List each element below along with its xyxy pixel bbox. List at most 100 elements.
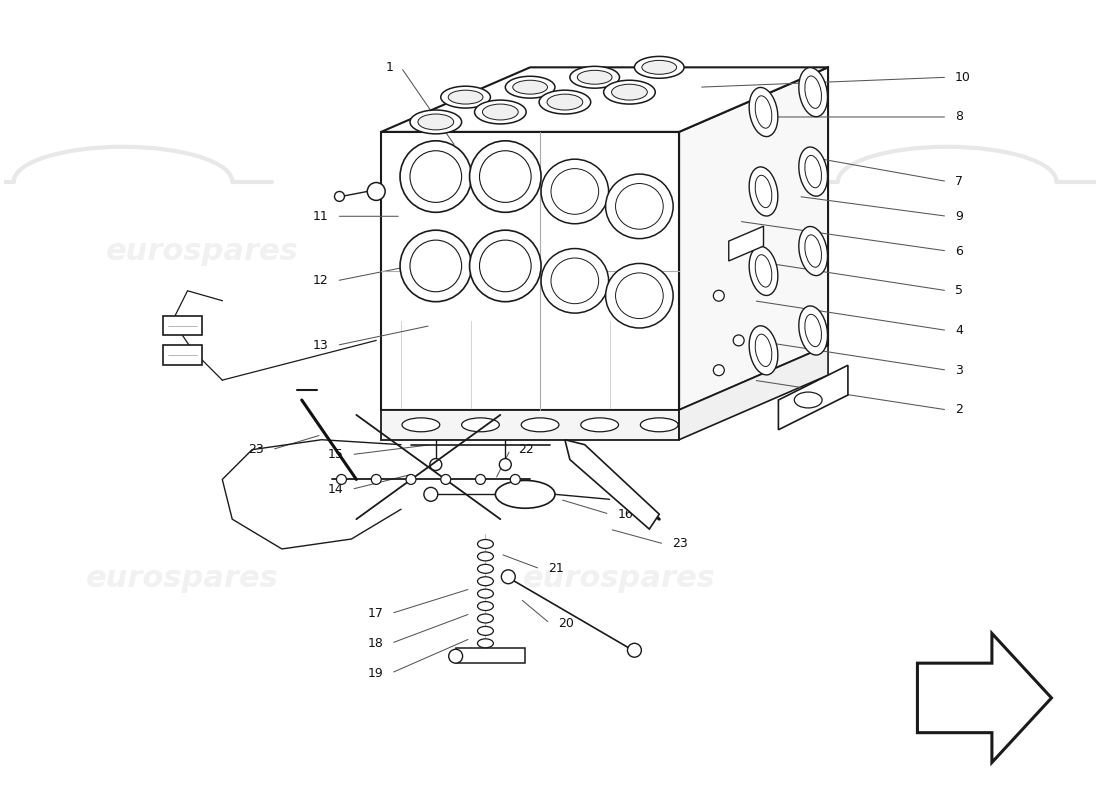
Ellipse shape xyxy=(714,365,724,376)
Text: 7: 7 xyxy=(955,175,964,188)
Text: 13: 13 xyxy=(312,339,329,352)
Ellipse shape xyxy=(581,418,618,432)
Ellipse shape xyxy=(470,141,541,212)
Ellipse shape xyxy=(799,67,827,117)
Ellipse shape xyxy=(337,474,346,485)
Text: 20: 20 xyxy=(558,617,574,630)
Ellipse shape xyxy=(449,650,463,663)
Polygon shape xyxy=(382,132,679,410)
Ellipse shape xyxy=(714,290,724,301)
Polygon shape xyxy=(163,315,202,335)
Ellipse shape xyxy=(756,175,772,208)
Ellipse shape xyxy=(805,314,822,346)
Polygon shape xyxy=(679,346,828,440)
Ellipse shape xyxy=(551,169,598,214)
Ellipse shape xyxy=(502,570,515,584)
Ellipse shape xyxy=(749,246,778,295)
Ellipse shape xyxy=(756,334,772,366)
Text: eurospares: eurospares xyxy=(524,564,716,594)
Ellipse shape xyxy=(406,474,416,485)
Ellipse shape xyxy=(551,258,598,304)
Text: 12: 12 xyxy=(312,274,329,287)
Text: 19: 19 xyxy=(367,666,383,679)
Ellipse shape xyxy=(616,273,663,318)
Ellipse shape xyxy=(640,418,678,432)
Text: 18: 18 xyxy=(367,637,383,650)
Ellipse shape xyxy=(578,70,612,84)
Ellipse shape xyxy=(541,159,608,224)
Polygon shape xyxy=(917,634,1052,762)
Text: 1: 1 xyxy=(385,61,393,74)
Ellipse shape xyxy=(400,230,472,302)
Ellipse shape xyxy=(749,87,778,137)
Polygon shape xyxy=(679,67,828,410)
Ellipse shape xyxy=(521,418,559,432)
Polygon shape xyxy=(163,346,202,366)
Text: 23: 23 xyxy=(672,538,688,550)
Text: 22: 22 xyxy=(518,443,534,456)
Ellipse shape xyxy=(570,66,619,88)
Ellipse shape xyxy=(448,90,483,104)
Ellipse shape xyxy=(799,306,827,355)
Text: 17: 17 xyxy=(367,607,383,620)
Ellipse shape xyxy=(477,602,494,610)
Ellipse shape xyxy=(495,481,556,508)
Ellipse shape xyxy=(477,589,494,598)
Ellipse shape xyxy=(477,626,494,635)
Ellipse shape xyxy=(470,230,541,302)
Ellipse shape xyxy=(477,552,494,561)
Polygon shape xyxy=(455,648,525,663)
Text: 9: 9 xyxy=(955,210,962,222)
Text: 10: 10 xyxy=(955,70,971,84)
Ellipse shape xyxy=(402,418,440,432)
Polygon shape xyxy=(779,366,848,430)
Ellipse shape xyxy=(541,249,608,313)
Ellipse shape xyxy=(477,539,494,549)
Ellipse shape xyxy=(749,326,778,375)
Ellipse shape xyxy=(483,104,518,120)
Ellipse shape xyxy=(612,84,647,100)
Ellipse shape xyxy=(616,183,663,229)
Ellipse shape xyxy=(441,86,491,108)
Text: 3: 3 xyxy=(955,364,962,377)
Ellipse shape xyxy=(474,100,526,124)
Ellipse shape xyxy=(410,150,462,202)
Polygon shape xyxy=(382,67,828,132)
Ellipse shape xyxy=(749,167,778,216)
Ellipse shape xyxy=(334,191,344,202)
Ellipse shape xyxy=(734,335,744,346)
Ellipse shape xyxy=(400,141,472,212)
Ellipse shape xyxy=(794,392,822,408)
Text: 23: 23 xyxy=(249,443,264,456)
Ellipse shape xyxy=(410,240,462,292)
Ellipse shape xyxy=(480,150,531,202)
Ellipse shape xyxy=(606,174,673,238)
Ellipse shape xyxy=(477,564,494,574)
Text: 5: 5 xyxy=(955,284,964,298)
Ellipse shape xyxy=(510,474,520,485)
Ellipse shape xyxy=(367,182,385,200)
Text: 21: 21 xyxy=(548,562,564,575)
Text: 14: 14 xyxy=(328,483,343,496)
Ellipse shape xyxy=(805,155,822,188)
Ellipse shape xyxy=(547,94,583,110)
Ellipse shape xyxy=(475,474,485,485)
Text: 6: 6 xyxy=(955,245,962,258)
Text: eurospares: eurospares xyxy=(553,237,746,266)
Text: 2: 2 xyxy=(955,403,962,417)
Ellipse shape xyxy=(480,240,531,292)
Ellipse shape xyxy=(539,90,591,114)
Ellipse shape xyxy=(756,254,772,287)
Ellipse shape xyxy=(477,614,494,623)
Ellipse shape xyxy=(418,114,453,130)
Polygon shape xyxy=(382,410,679,440)
Ellipse shape xyxy=(635,57,684,78)
Ellipse shape xyxy=(805,235,822,267)
Ellipse shape xyxy=(799,226,827,276)
Ellipse shape xyxy=(462,418,499,432)
Ellipse shape xyxy=(756,96,772,128)
Ellipse shape xyxy=(430,458,442,470)
Text: eurospares: eurospares xyxy=(106,237,299,266)
Ellipse shape xyxy=(604,80,656,104)
Ellipse shape xyxy=(627,643,641,658)
